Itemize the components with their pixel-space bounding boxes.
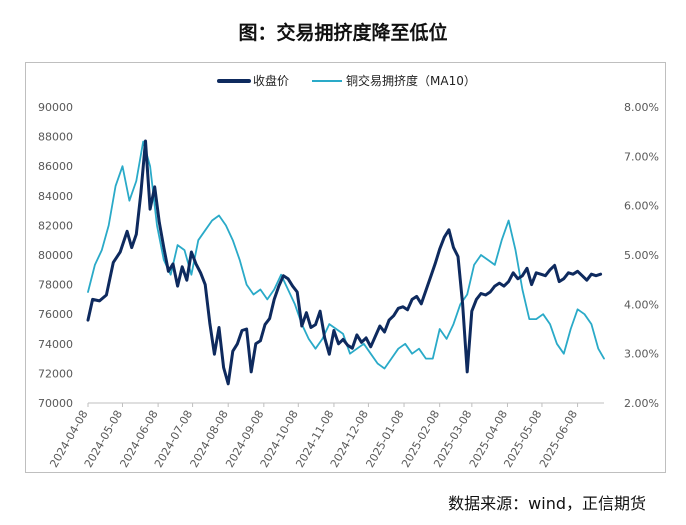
y-left-tick-label: 72000 xyxy=(38,367,73,380)
y-right-tick-label: 4.00% xyxy=(624,298,659,311)
y-axis-right: 2.00% 3.00% 4.00% 5.00% 6.00% 7.00% 8.00% xyxy=(624,101,659,410)
y-left-tick-label: 82000 xyxy=(38,219,73,232)
chart-title: 图：交易拥挤度降至低位 xyxy=(238,22,448,44)
legend-label-crowding: 铜交易拥挤度（MA10） xyxy=(346,73,476,88)
y-right-tick-label: 5.00% xyxy=(624,249,659,262)
y-right-tick-label: 6.00% xyxy=(624,200,659,213)
source-note: 数据来源：wind，正信期货 xyxy=(448,494,646,513)
x-axis: 2024-04-082024-05-082024-06-082024-07-08… xyxy=(47,402,604,470)
y-axis-left: 70000 72000 74000 76000 78000 80000 82000 84000… xyxy=(38,101,73,410)
y-left-tick-label: 90000 xyxy=(38,101,73,114)
y-right-tick-label: 2.00% xyxy=(624,397,659,410)
legend: 收盘价 铜交易拥挤度（MA10） xyxy=(217,73,476,88)
y-left-tick-label: 84000 xyxy=(38,190,73,203)
series-line-price xyxy=(86,139,603,386)
y-left-tick-label: 70000 xyxy=(38,397,73,410)
x-tick-label: 2025-06-08 xyxy=(537,408,580,470)
y-left-tick-label: 80000 xyxy=(38,249,73,262)
y-left-tick-label: 88000 xyxy=(38,131,73,144)
legend-label-price: 收盘价 xyxy=(253,73,289,88)
y-left-tick-label: 78000 xyxy=(38,279,73,292)
y-left-tick-label: 76000 xyxy=(38,308,73,321)
chart-frame xyxy=(25,62,666,473)
y-right-tick-label: 3.00% xyxy=(624,348,659,361)
y-right-tick-label: 8.00% xyxy=(624,101,659,114)
y-right-tick-label: 7.00% xyxy=(624,150,659,163)
plot-lines xyxy=(86,139,605,386)
y-left-tick-label: 74000 xyxy=(38,338,73,351)
y-left-tick-label: 86000 xyxy=(38,160,73,173)
